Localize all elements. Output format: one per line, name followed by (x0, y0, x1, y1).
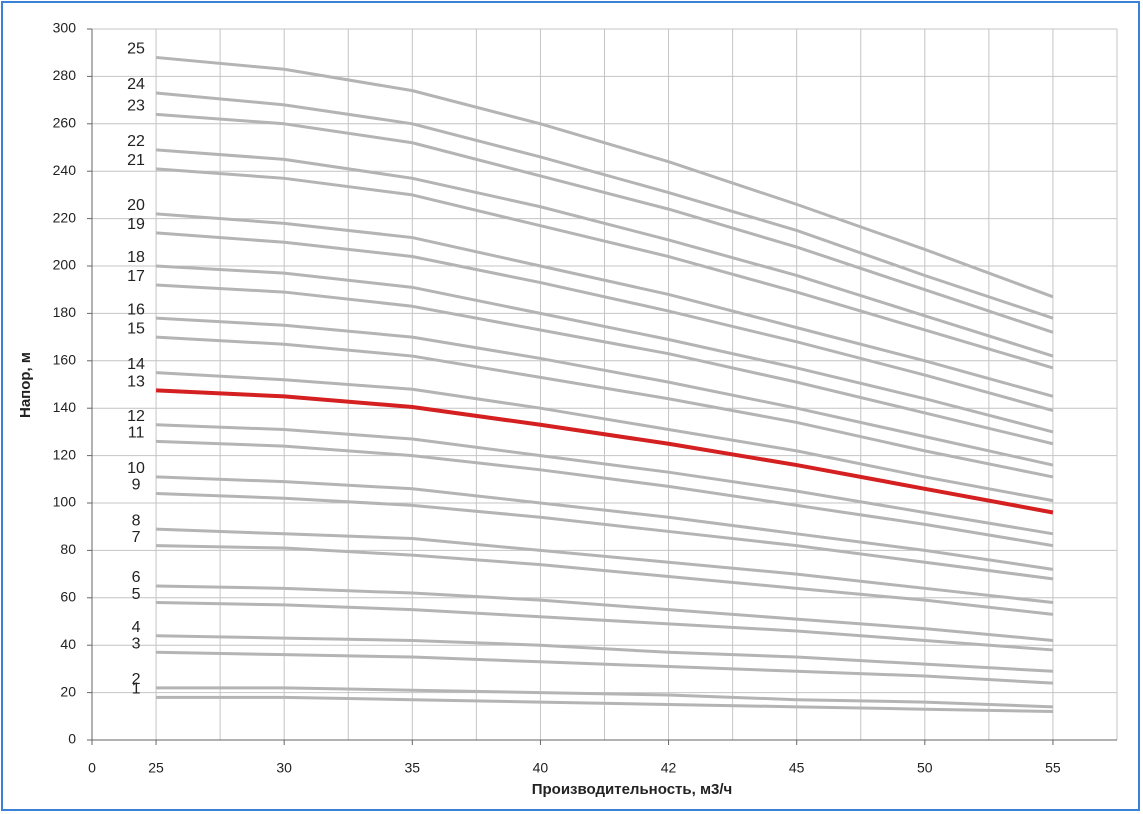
curve (156, 423, 1054, 536)
curve (155, 371, 1054, 503)
x-tick-label: 40 (533, 760, 549, 776)
y-axis-title: Напор, м (17, 352, 34, 418)
curve-label: 6 (132, 569, 141, 586)
curve (155, 91, 1054, 320)
curve (155, 283, 1054, 446)
y-tick-label: 140 (53, 399, 77, 415)
curve (155, 316, 1054, 467)
x-tick-label: 42 (661, 760, 677, 776)
curve (155, 335, 1054, 479)
curve (156, 492, 1054, 581)
y-tick-label: 280 (53, 67, 77, 83)
curve-label: 5 (132, 586, 141, 603)
y-tick-label: 220 (53, 209, 77, 225)
curve-label: 8 (132, 512, 141, 529)
curve-label: 11 (128, 425, 145, 442)
curve (155, 148, 1054, 358)
curve (155, 231, 1054, 413)
y-tick-label: 260 (53, 115, 77, 131)
y-tick-label: 80 (60, 541, 76, 557)
curve-label: 10 (127, 460, 145, 477)
curve-label: 20 (127, 197, 145, 214)
curve-label: 2 (132, 671, 141, 688)
curve (155, 112, 1054, 334)
curve (156, 686, 1053, 709)
curve-label: 7 (132, 529, 141, 546)
curve-label: 24 (127, 76, 145, 93)
curve-label: 1 (132, 681, 141, 698)
curve (156, 634, 1054, 673)
curve (156, 475, 1054, 571)
curve (155, 212, 1054, 398)
curve (156, 544, 1054, 616)
curve-label: 23 (127, 98, 145, 115)
curve-label: 4 (132, 619, 141, 636)
curve-label: 3 (132, 636, 141, 653)
x-tick-label: 0 (88, 760, 96, 776)
x-axis-title: Производительность, м3/ч (532, 781, 733, 798)
curve-label: 16 (127, 301, 145, 318)
curve (155, 55, 1054, 299)
y-tick-label: 120 (53, 446, 77, 462)
y-tick-label: 180 (53, 304, 77, 320)
x-tick-label: 55 (1045, 760, 1061, 776)
curve-label: 15 (127, 320, 145, 337)
curve (155, 167, 1054, 370)
curve (155, 264, 1054, 434)
y-tick-label: 100 (53, 494, 77, 510)
y-tick-label: 240 (53, 162, 77, 178)
curve (156, 527, 1054, 605)
curve (156, 439, 1054, 548)
curve-label: 21 (127, 152, 145, 169)
y-tick-label: 40 (60, 636, 76, 652)
curve (156, 601, 1054, 652)
x-tick-label: 25 (148, 760, 164, 776)
y-tick-label: 60 (60, 589, 76, 605)
curve-label: 13 (127, 374, 145, 391)
y-tick-label: 200 (53, 257, 77, 273)
curve-label: 19 (127, 216, 145, 233)
y-tick-label: 20 (60, 683, 76, 699)
curve-label: 22 (127, 133, 145, 150)
curve-label: 12 (127, 408, 145, 425)
curve (156, 650, 1054, 685)
x-tick-label: 35 (405, 760, 421, 776)
curve (156, 584, 1054, 642)
y-tick-label: 0 (68, 731, 76, 747)
x-tick-label: 45 (789, 760, 805, 776)
curve (156, 695, 1053, 714)
curve (155, 388, 1054, 515)
y-tick-label: 300 (53, 20, 77, 36)
curve-label: 17 (127, 268, 145, 285)
x-tick-label: 30 (276, 760, 292, 776)
y-tick-label: 160 (53, 352, 77, 368)
curve-label: 9 (132, 477, 141, 494)
x-tick-label: 50 (917, 760, 933, 776)
curve-label: 18 (127, 249, 145, 266)
curve-label: 25 (127, 41, 145, 58)
curve-label: 14 (127, 356, 145, 373)
